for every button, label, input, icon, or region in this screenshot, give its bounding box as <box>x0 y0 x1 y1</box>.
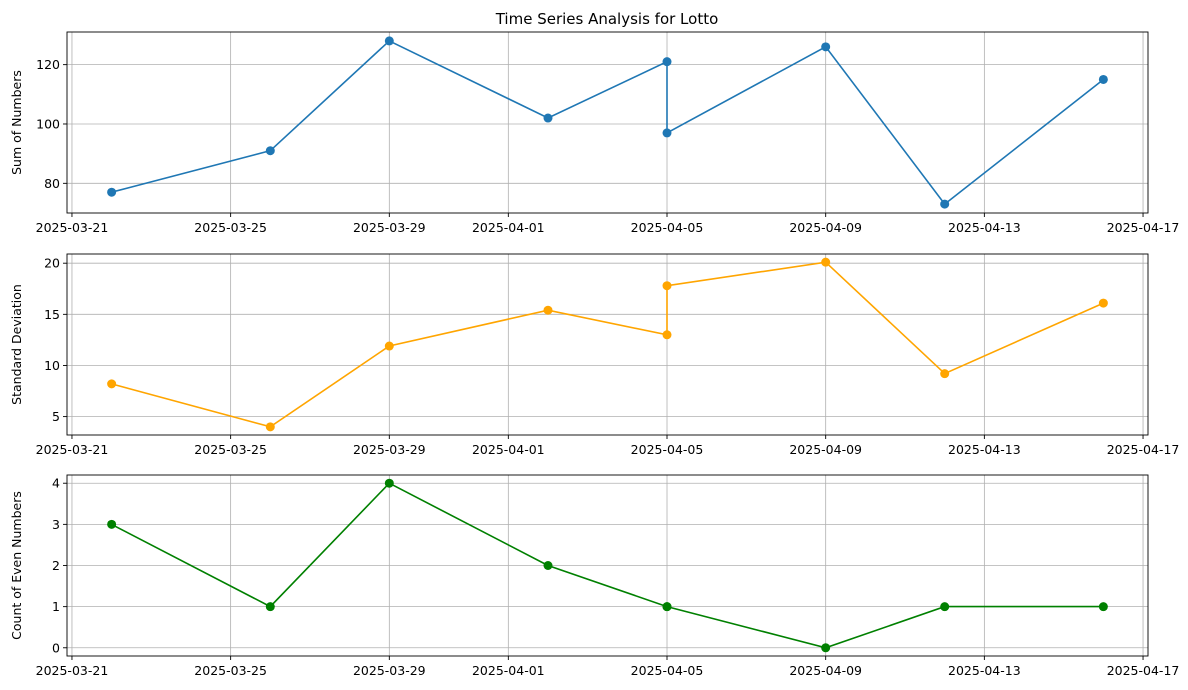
x-tick-label: 2025-03-25 <box>194 220 267 235</box>
data-point <box>662 330 672 340</box>
x-tick-label: 2025-04-01 <box>472 663 545 678</box>
data-point <box>1098 74 1108 84</box>
x-tick-label: 2025-03-29 <box>353 442 426 457</box>
subplot-3: 2025-03-21 2025-03-25 2025-03-29 2025-04-01… <box>9 474 1180 678</box>
x-tick-label: 2025-04-05 <box>631 442 704 457</box>
data-point <box>107 519 117 529</box>
data-point <box>107 187 117 197</box>
y-tick-label: 20 <box>44 256 60 271</box>
x-tick-label: 2025-04-05 <box>631 220 704 235</box>
data-point <box>940 199 950 209</box>
y-tick-label: 4 <box>52 476 60 491</box>
y-tick-label: 100 <box>36 116 60 131</box>
data-point <box>265 602 275 612</box>
data-point <box>543 561 553 570</box>
x-tick-label: 2025-03-21 <box>36 663 109 678</box>
x-tick-label: 2025-04-13 <box>948 442 1021 457</box>
x-tick-label: 2025-03-21 <box>36 220 109 235</box>
x-tick-label: 2025-04-13 <box>948 663 1021 678</box>
data-point <box>662 57 672 67</box>
axes-frame <box>66 253 1149 436</box>
data-point <box>821 257 831 267</box>
x-tick-label: 2025-04-09 <box>789 220 862 235</box>
x-tick-label: 2025-04-13 <box>948 220 1021 235</box>
x-tick-label: 2025-03-29 <box>353 220 426 235</box>
y-tick-label: 80 <box>44 176 60 191</box>
data-point <box>265 146 275 156</box>
y-tick-label: 2 <box>52 558 60 573</box>
series-line <box>111 261 1104 428</box>
x-tick-label: 2025-04-17 <box>1107 442 1180 457</box>
data-point <box>543 113 553 123</box>
subplot-1: 2025-03-21 2025-03-25 2025-03-29 2025-04-01… <box>9 31 1180 235</box>
data-point <box>107 379 117 389</box>
x-tick-label: 2025-03-29 <box>353 663 426 678</box>
subplots: 2025-03-21 2025-03-25 2025-03-29 2025-04-01… <box>9 31 1180 678</box>
y-axis-label: Standard Deviation <box>9 284 24 405</box>
y-tick-label: 5 <box>52 409 60 424</box>
data-point <box>940 602 950 612</box>
y-tick-label: 1 <box>52 599 60 614</box>
y-tick-label: 3 <box>52 517 60 532</box>
data-point <box>384 36 394 46</box>
y-tick-label: 0 <box>52 640 60 655</box>
data-point <box>384 478 394 488</box>
data-point <box>265 422 275 432</box>
data-point <box>662 128 672 138</box>
y-tick-label: 120 <box>36 57 60 72</box>
data-point <box>1098 602 1108 612</box>
y-tick-label: 15 <box>44 307 60 322</box>
y-tick-label: 10 <box>44 358 60 373</box>
x-tick-label: 2025-04-17 <box>1107 663 1180 678</box>
chart-title: Time Series Analysis for Lotto <box>495 10 719 28</box>
series-line <box>111 482 1104 649</box>
data-point <box>543 305 553 315</box>
data-point <box>662 602 672 612</box>
x-tick-label: 2025-03-25 <box>194 663 267 678</box>
series-line <box>111 39 1104 206</box>
x-tick-label: 2025-04-09 <box>789 442 862 457</box>
data-point <box>821 643 831 653</box>
x-tick-label: 2025-04-05 <box>631 663 704 678</box>
x-tick-label: 2025-04-17 <box>1107 220 1180 235</box>
x-tick-label: 2025-04-01 <box>472 220 545 235</box>
data-point <box>1098 298 1108 308</box>
subplot-2: 2025-03-21 2025-03-25 2025-03-29 2025-04-01… <box>9 253 1180 457</box>
data-point <box>821 42 831 52</box>
axes-frame <box>66 31 1149 214</box>
y-axis-label: Sum of Numbers <box>9 70 24 175</box>
data-point <box>940 369 950 379</box>
x-tick-label: 2025-04-09 <box>789 663 862 678</box>
data-point <box>384 341 394 351</box>
x-tick-label: 2025-04-01 <box>472 442 545 457</box>
y-axis-label: Count of Even Numbers <box>9 491 24 640</box>
x-tick-label: 2025-03-25 <box>194 442 267 457</box>
data-point <box>662 281 672 291</box>
x-tick-label: 2025-03-21 <box>36 442 109 457</box>
